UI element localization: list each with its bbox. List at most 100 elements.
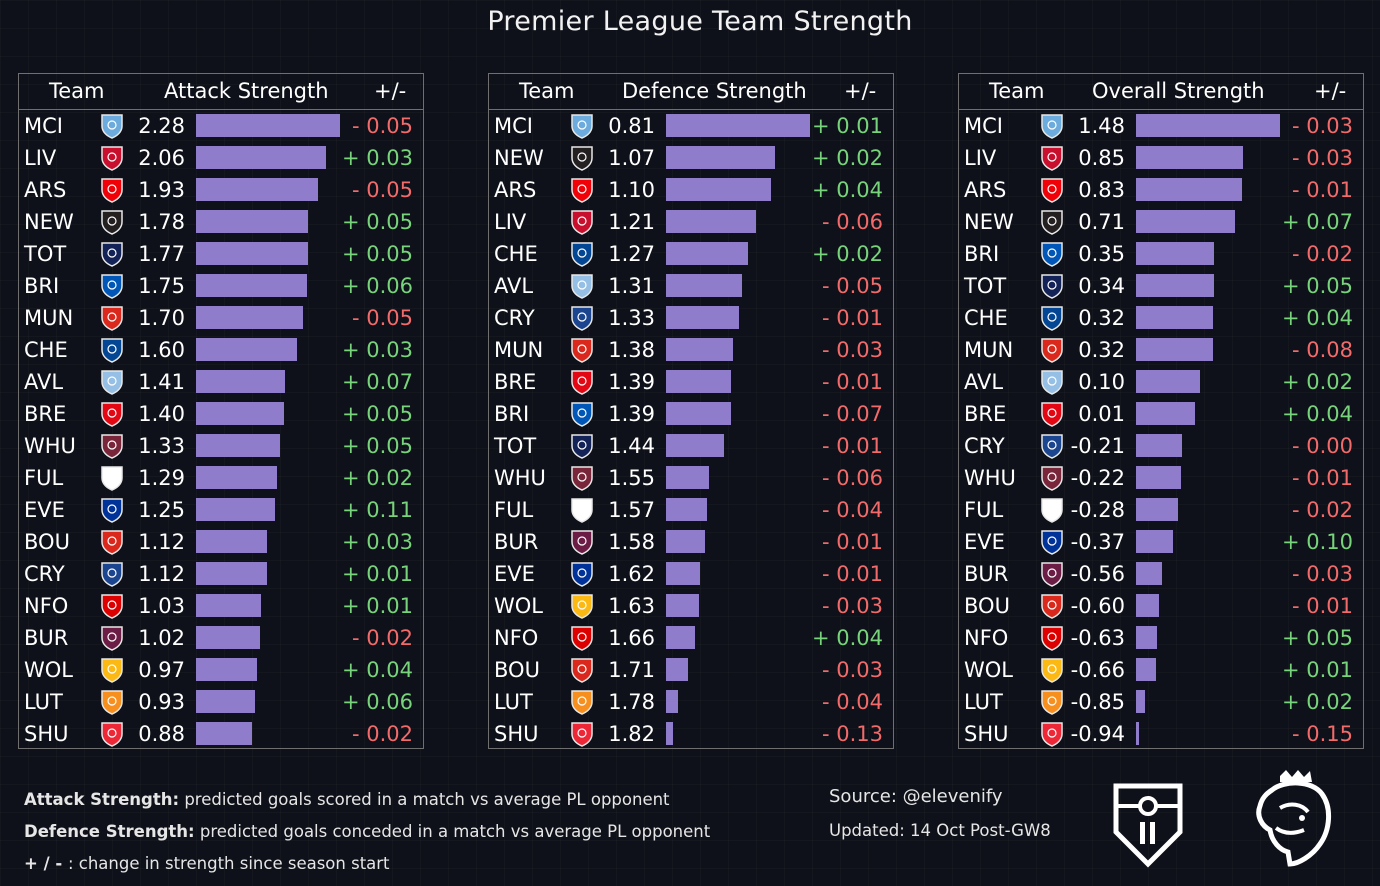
attack-note-text: predicted goals scored in a match vs ave… [179,790,670,809]
strength-change: - 0.05 [351,114,413,138]
strength-bar [196,626,260,649]
table-row: BRI 1.39 - 0.07 [489,398,893,430]
table-row: CRY 1.33 - 0.01 [489,302,893,334]
strength-value: -0.21 [1070,434,1125,458]
strength-value: 0.32 [1078,338,1125,362]
table-row: CHE 1.60 + 0.03 [19,334,423,366]
table-row: SHU 0.88 - 0.02 [19,718,423,750]
strength-value: 1.31 [608,274,655,298]
team-column-header: Team [49,79,105,103]
strength-value: 1.93 [138,178,185,202]
updated-date: Updated: 14 Oct Post-GW8 [829,821,1051,840]
club-crest-icon [101,338,123,363]
strength-bar [666,402,731,425]
strength-change: - 0.04 [821,690,883,714]
strength-bar [1136,402,1195,425]
strength-bar [1136,370,1200,393]
team-abbreviation: CHE [964,306,1008,330]
table-row: NFO 1.03 + 0.01 [19,590,423,622]
club-crest-icon [101,626,123,651]
change-column-header: +/- [844,79,877,103]
strength-value: 0.85 [1078,146,1125,170]
strength-bar [196,530,267,553]
table-header: Team Overall Strength +/- [959,74,1363,110]
strength-change: + 0.06 [341,690,413,714]
table-row: EVE -0.37 + 0.10 [959,526,1363,558]
table-row: AVL 1.41 + 0.07 [19,366,423,398]
team-abbreviation: FUL [494,498,534,522]
strength-change: - 0.03 [821,594,883,618]
strength-value: 1.39 [608,402,655,426]
strength-change: - 0.03 [1291,562,1353,586]
team-abbreviation: BRI [964,242,1000,266]
strength-value: 1.10 [608,178,655,202]
team-abbreviation: MUN [24,306,74,330]
strength-change: - 0.01 [821,370,883,394]
table-row: LIV 2.06 + 0.03 [19,142,423,174]
table-row: NFO -0.63 + 0.05 [959,622,1363,654]
strength-value: 1.60 [138,338,185,362]
strength-change: - 0.02 [1291,498,1353,522]
strength-value: -0.94 [1070,722,1125,746]
strength-bar [666,306,739,329]
strength-value: 1.78 [138,210,185,234]
strength-change: - 0.13 [821,722,883,746]
strength-bar [196,114,340,137]
table-row: NEW 0.71 + 0.07 [959,206,1363,238]
table-row: BOU 1.12 + 0.03 [19,526,423,558]
team-abbreviation: WOL [24,658,73,682]
club-crest-icon [101,306,123,331]
strength-bar [1136,306,1213,329]
table-row: NEW 1.78 + 0.05 [19,206,423,238]
table-row: MCI 2.28 - 0.05 [19,110,423,142]
table-row: TOT 1.77 + 0.05 [19,238,423,270]
strength-bar [196,434,280,457]
table-row: BOU 1.71 - 0.03 [489,654,893,686]
team-abbreviation: BOU [24,530,70,554]
strength-change: - 0.01 [1291,594,1353,618]
team-abbreviation: CHE [494,242,538,266]
club-crest-icon [571,594,593,619]
table-row: TOT 1.44 - 0.01 [489,430,893,462]
club-crest-icon [571,242,593,267]
strength-value: 1.58 [608,530,655,554]
strength-value: 1.41 [138,370,185,394]
strength-change: + 0.02 [1281,690,1353,714]
team-abbreviation: SHU [24,722,69,746]
strength-value: 0.10 [1078,370,1125,394]
strength-bar [666,146,775,169]
club-crest-icon [1041,434,1063,459]
club-crest-icon [571,306,593,331]
club-crest-icon [101,562,123,587]
team-abbreviation: CRY [494,306,535,330]
strength-value: 1.78 [608,690,655,714]
defence-note-text: predicted goals conceded in a match vs a… [194,822,711,841]
strength-bar [666,338,733,361]
strength-change: + 0.04 [811,178,883,202]
team-abbreviation: MUN [964,338,1014,362]
strength-value: 0.32 [1078,306,1125,330]
defence-strength-table: Team Defence Strength +/- MCI 0.81 + 0.01 N… [488,73,894,749]
team-abbreviation: ARS [24,178,67,202]
strength-value: 1.77 [138,242,185,266]
strength-value: -0.22 [1070,466,1125,490]
team-abbreviation: CHE [24,338,68,362]
strength-bar [1136,658,1156,681]
strength-bar [196,178,318,201]
table-row: MUN 1.70 - 0.05 [19,302,423,334]
table-row: FUL 1.57 - 0.04 [489,494,893,526]
table-row: LIV 0.85 - 0.03 [959,142,1363,174]
strength-bar [196,370,285,393]
strength-value: 1.63 [608,594,655,618]
strength-change: - 0.15 [1291,722,1353,746]
strength-bar [196,722,252,745]
strength-change: + 0.04 [811,626,883,650]
team-abbreviation: LUT [494,690,533,714]
strength-bar [666,690,678,713]
club-crest-icon [1041,466,1063,491]
elevenify-shield-logo [1113,783,1183,868]
club-crest-icon [1041,274,1063,299]
table-row: CRY -0.21 - 0.00 [959,430,1363,462]
strength-change: + 0.03 [341,146,413,170]
strength-change: - 0.01 [1291,178,1353,202]
